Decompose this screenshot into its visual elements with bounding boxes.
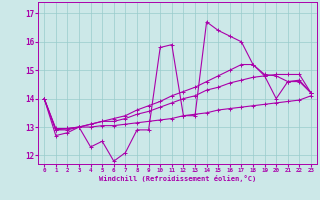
X-axis label: Windchill (Refroidissement éolien,°C): Windchill (Refroidissement éolien,°C) <box>99 175 256 182</box>
